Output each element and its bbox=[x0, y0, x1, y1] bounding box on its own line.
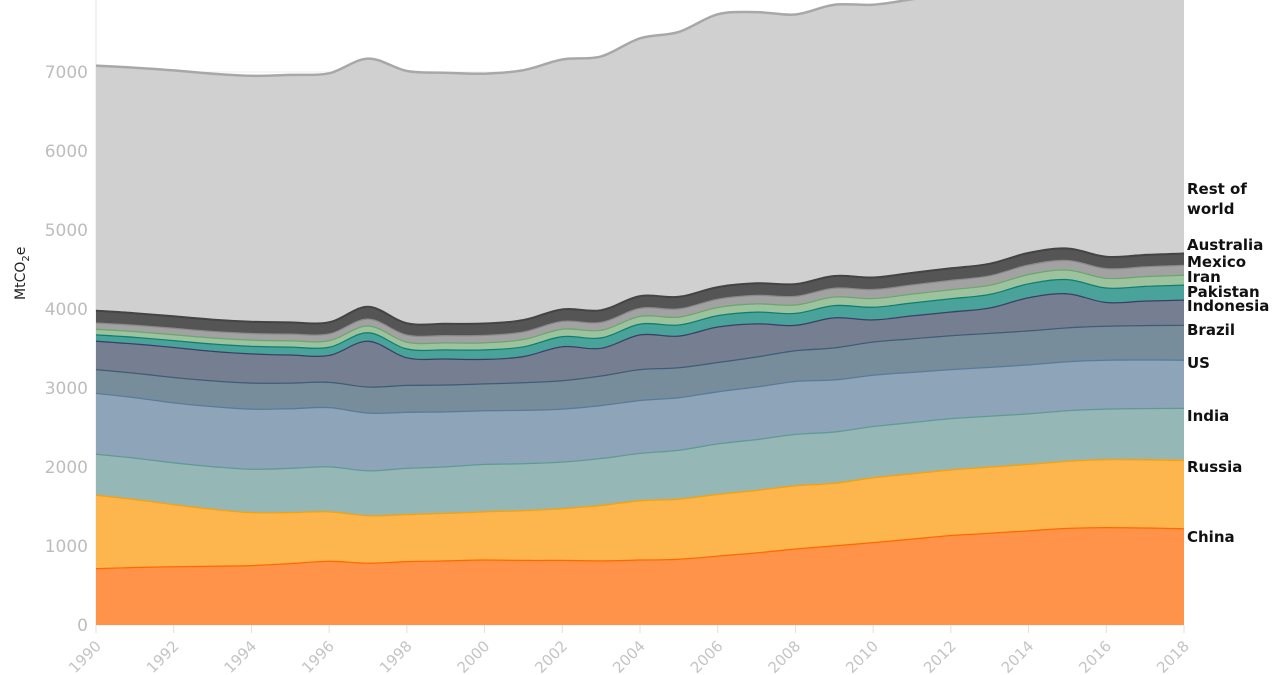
area-brazil bbox=[96, 324, 1184, 413]
series-label-rest-of-world: Rest of world bbox=[1187, 180, 1247, 218]
y-tick-label: 1000 bbox=[45, 537, 88, 557]
x-tick-label: 1998 bbox=[376, 637, 416, 675]
y-tick-label: 5000 bbox=[45, 221, 88, 241]
x-tick-label: 2010 bbox=[842, 637, 882, 675]
y-tick-label: 3000 bbox=[45, 379, 88, 399]
area-russia bbox=[96, 459, 1184, 568]
series-label-russia: Russia bbox=[1187, 458, 1243, 476]
x-tick-label: 2004 bbox=[609, 637, 649, 675]
y-tick-label: 7000 bbox=[45, 63, 88, 83]
area-india bbox=[96, 407, 1184, 516]
x-axis-ticks: 1990 1992 1994 1996 1998 2000 2002 2004 2006 2008… bbox=[65, 625, 1193, 675]
area-mexico bbox=[96, 259, 1184, 344]
x-tick-label: 2016 bbox=[1075, 637, 1115, 675]
series-label-brazil: Brazil bbox=[1187, 321, 1235, 339]
x-tick-label: 2018 bbox=[1153, 637, 1193, 675]
y-axis-title: MtCO2e bbox=[13, 247, 32, 300]
x-tick-label: 2008 bbox=[765, 637, 805, 675]
area-us bbox=[96, 359, 1184, 471]
y-tick-label: 6000 bbox=[45, 142, 88, 162]
area-iran bbox=[96, 269, 1184, 350]
area-rest-of-world bbox=[96, 0, 1184, 324]
areas bbox=[95, 0, 1185, 625]
series-label-mexico: Mexico bbox=[1187, 253, 1247, 271]
x-tick-label: 1990 bbox=[65, 637, 105, 675]
x-tick-label: 1994 bbox=[221, 637, 261, 675]
x-tick-label: 2002 bbox=[531, 637, 571, 675]
x-tick-label: 1996 bbox=[298, 637, 338, 675]
area-china bbox=[96, 527, 1184, 625]
y-tick-label: 2000 bbox=[45, 458, 88, 478]
y-axis-ticks: 0 1000 2000 3000 4000 5000 6000 7000 8000 bbox=[45, 0, 88, 636]
y-tick-label: 8000 bbox=[45, 0, 88, 4]
x-tick-label: 2000 bbox=[454, 637, 494, 675]
y-tick-label: 4000 bbox=[45, 300, 88, 320]
series-label-australia: Australia bbox=[1187, 236, 1264, 254]
x-tick-label: 2014 bbox=[998, 637, 1038, 675]
x-tick-label: 2006 bbox=[687, 637, 727, 675]
series-label-iran: Iran bbox=[1187, 268, 1221, 286]
series-label-china: China bbox=[1187, 528, 1235, 546]
series-label-pakistan: Pakistan bbox=[1187, 283, 1260, 301]
area-australia bbox=[96, 247, 1184, 336]
x-tick-label: 1992 bbox=[143, 637, 183, 675]
line-rest-of-world bbox=[95, 0, 916, 78]
x-tick-label: 2012 bbox=[920, 637, 960, 675]
y-tick-label: 0 bbox=[77, 616, 88, 636]
series-label-us: US bbox=[1187, 354, 1210, 372]
area-pakistan bbox=[96, 278, 1184, 359]
series-label-indonesia: Indonesia bbox=[1187, 297, 1270, 315]
series-label-india: India bbox=[1187, 407, 1230, 425]
